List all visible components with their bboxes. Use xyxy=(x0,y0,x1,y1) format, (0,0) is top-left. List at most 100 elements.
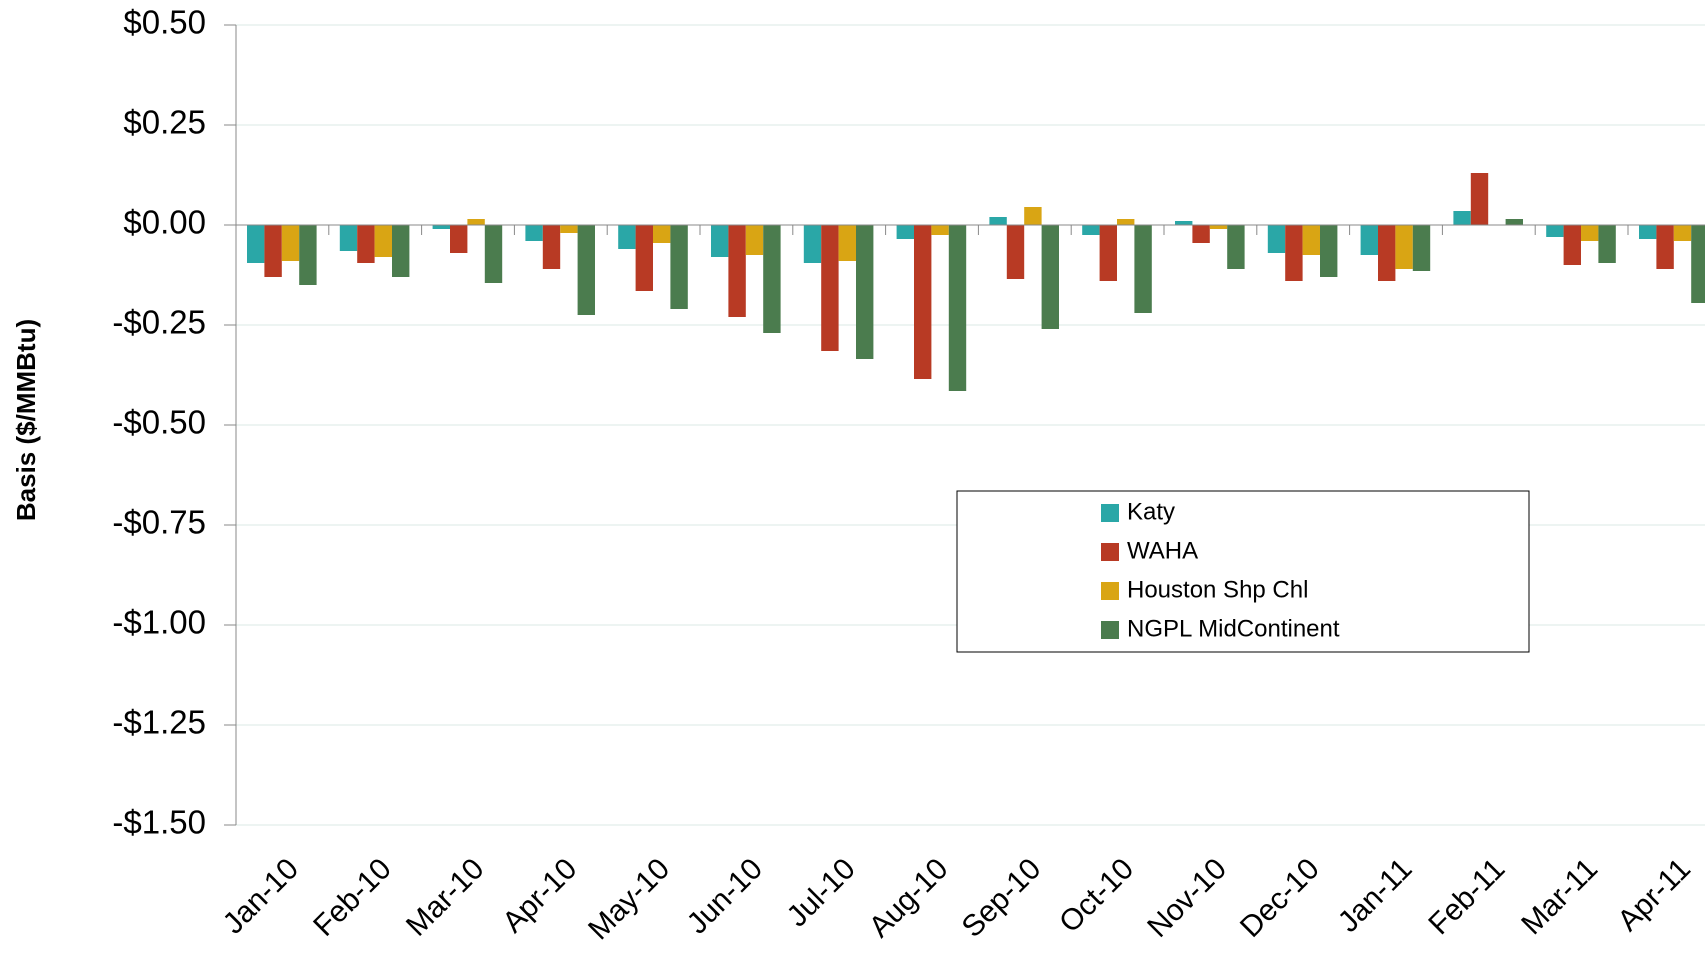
x-tick-label: Oct-10 xyxy=(1053,852,1140,939)
x-tick-label: Mar-10 xyxy=(400,852,491,943)
bar xyxy=(432,225,450,229)
y-tick-label: -$1.00 xyxy=(112,604,206,641)
bar xyxy=(1639,225,1657,239)
x-tick-label: Mar-11 xyxy=(1515,852,1604,941)
bar xyxy=(1546,225,1564,237)
bar xyxy=(1099,225,1117,281)
legend-label: WAHA xyxy=(1127,537,1198,564)
bar xyxy=(542,225,561,269)
legend-box xyxy=(956,490,1530,653)
bar xyxy=(989,217,1007,225)
x-tick-label: Nov-10 xyxy=(1141,852,1233,944)
bar xyxy=(1581,225,1599,241)
bar xyxy=(392,225,410,277)
bar xyxy=(1412,225,1431,271)
y-tick-label: $0.25 xyxy=(123,104,206,141)
bar xyxy=(1267,225,1286,253)
bar xyxy=(896,225,914,239)
bar xyxy=(618,225,636,249)
y-tick-label: $0.50 xyxy=(123,4,206,41)
bar xyxy=(803,225,822,263)
bar xyxy=(374,225,392,257)
bar xyxy=(1082,225,1100,235)
bar xyxy=(1006,225,1025,279)
bar xyxy=(1117,219,1135,225)
x-tick-label: Jun-10 xyxy=(681,852,769,940)
bar xyxy=(914,225,932,379)
x-tick-label: Feb-11 xyxy=(1422,852,1511,941)
legend-swatch xyxy=(1101,621,1119,639)
bar xyxy=(711,225,729,257)
bar xyxy=(931,225,949,235)
bar xyxy=(450,225,468,253)
x-tick-label: May-10 xyxy=(582,852,676,946)
x-tick-label: Dec-10 xyxy=(1234,852,1326,944)
bar xyxy=(467,219,485,225)
bar xyxy=(1470,173,1489,225)
y-tick-label: -$0.50 xyxy=(112,404,206,441)
y-tick-label: -$1.50 xyxy=(112,804,206,841)
bar xyxy=(1691,225,1705,303)
x-tick-label: Apr-10 xyxy=(496,852,583,939)
bar xyxy=(1209,225,1228,229)
legend-label: NGPL MidContinent xyxy=(1127,615,1340,642)
bar xyxy=(1302,225,1320,255)
bar xyxy=(1505,219,1523,225)
x-tick-label: Jan-11 xyxy=(1332,852,1419,939)
bar xyxy=(763,225,781,333)
y-tick-label: -$0.25 xyxy=(112,304,206,341)
bar xyxy=(281,225,300,261)
bar xyxy=(577,225,595,315)
bar xyxy=(1024,207,1042,225)
bar xyxy=(670,225,688,309)
legend-label: Houston Shp Chl xyxy=(1127,576,1308,603)
y-tick-label: -$0.75 xyxy=(112,504,206,541)
bar xyxy=(1285,225,1303,281)
bar xyxy=(821,225,839,351)
plot xyxy=(247,173,1705,391)
x-tick-label: Feb-10 xyxy=(307,852,398,943)
bar xyxy=(1320,225,1338,277)
x-tick-label: Sep-10 xyxy=(956,852,1048,944)
bar xyxy=(635,225,653,291)
bar xyxy=(745,225,764,255)
bar xyxy=(525,225,543,241)
bar xyxy=(1175,221,1193,225)
bar xyxy=(1134,225,1152,313)
bar xyxy=(357,225,375,263)
y-tick-label: -$1.25 xyxy=(112,704,206,741)
x-tick-label: Jan-10 xyxy=(217,852,305,940)
bar xyxy=(560,225,578,233)
bar xyxy=(1598,225,1616,263)
y-tick-label: $0.00 xyxy=(123,204,206,241)
bar xyxy=(1378,225,1396,281)
bar xyxy=(247,225,265,263)
bar xyxy=(1656,225,1674,269)
bar xyxy=(838,225,856,261)
bar xyxy=(1673,225,1692,241)
legend-swatch xyxy=(1101,504,1119,522)
bar xyxy=(1192,225,1210,243)
bar xyxy=(948,225,967,391)
x-tick-label: Apr-11 xyxy=(1612,852,1697,937)
bar xyxy=(1395,225,1413,269)
bar xyxy=(1563,225,1581,265)
legend-swatch xyxy=(1101,582,1119,600)
bar xyxy=(339,225,358,251)
bar xyxy=(653,225,671,243)
x-tick-label: Aug-10 xyxy=(863,852,955,944)
y-axis-label: Basis ($/MMBtu) xyxy=(11,319,41,521)
bar xyxy=(299,225,317,285)
legend-swatch xyxy=(1101,543,1119,561)
legend-label: Katy xyxy=(1127,498,1175,525)
bar xyxy=(264,225,282,277)
bar xyxy=(1227,225,1245,269)
bar xyxy=(484,225,503,283)
x-tick-label: Jul-10 xyxy=(781,852,862,933)
bar xyxy=(1360,225,1378,255)
bar xyxy=(728,225,746,317)
bar xyxy=(856,225,874,359)
bar xyxy=(1453,211,1471,225)
bar xyxy=(1041,225,1059,329)
